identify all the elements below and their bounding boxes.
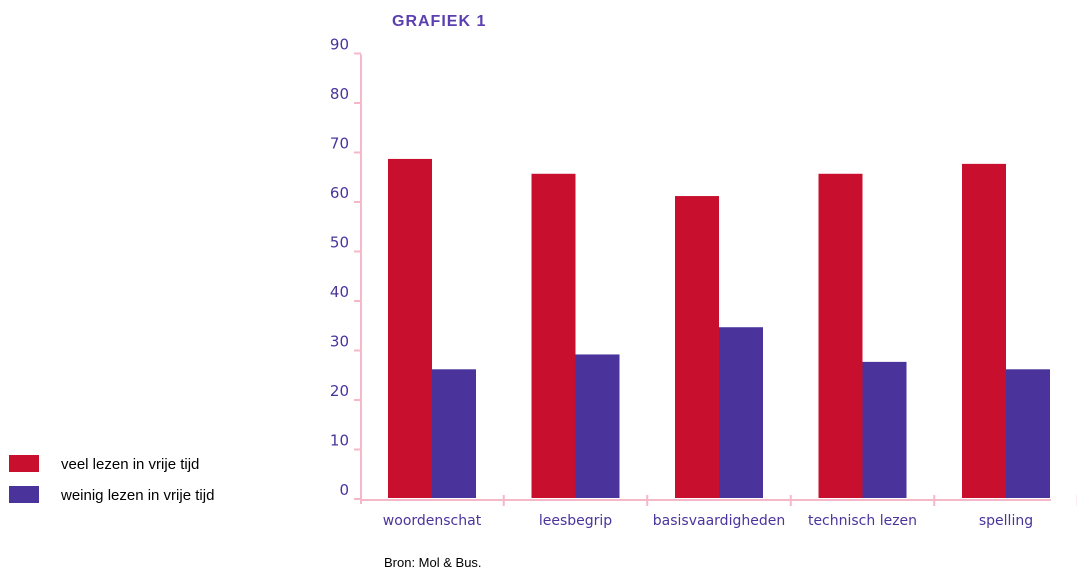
- y-tick-label: 0: [339, 481, 349, 499]
- bar: [719, 327, 763, 498]
- y-tick-label: 10: [330, 432, 349, 450]
- legend: veel lezen in vrije tijd weinig lezen in …: [9, 455, 214, 504]
- bars: [388, 158, 1050, 499]
- x-category-label: technisch lezen: [808, 513, 917, 529]
- bar: [962, 163, 1006, 498]
- y-tick-label: 70: [330, 135, 349, 153]
- x-category-label: leesbegrip: [539, 513, 612, 529]
- legend-label: veel lezen in vrije tijd: [61, 456, 199, 473]
- y-tick-label: 30: [330, 333, 349, 351]
- bar: [675, 196, 719, 499]
- x-axis-categories: woordenschat leesbegrip basisvaardigheden t…: [383, 513, 1033, 529]
- source-note: Bron: Mol & Bus.: [384, 555, 482, 570]
- axes: [360, 54, 1077, 506]
- bar: [388, 158, 432, 499]
- x-category-label: woordenschat: [383, 513, 482, 529]
- legend-label: weinig lezen in vrije tijd: [60, 487, 214, 504]
- bar: [432, 369, 476, 498]
- y-tick-label: 50: [330, 234, 349, 252]
- bar: [575, 354, 620, 498]
- y-axis-ticks: 0 10 20 30 40 50 60 70 80 90: [330, 36, 361, 500]
- x-category-label: spelling: [979, 513, 1033, 529]
- bar: [818, 173, 863, 498]
- y-tick-label: 60: [330, 184, 349, 202]
- y-tick-label: 90: [330, 36, 349, 54]
- y-tick-label: 80: [330, 85, 349, 103]
- legend-swatch: [9, 455, 39, 472]
- bar: [1006, 369, 1050, 498]
- y-tick-label: 40: [330, 283, 349, 301]
- legend-swatch: [9, 486, 39, 503]
- y-tick-label: 20: [330, 382, 349, 400]
- x-category-label: basisvaardigheden: [653, 513, 785, 529]
- bar: [862, 361, 907, 498]
- chart-title: GRAFIEK 1: [392, 13, 486, 30]
- bar: [531, 173, 576, 498]
